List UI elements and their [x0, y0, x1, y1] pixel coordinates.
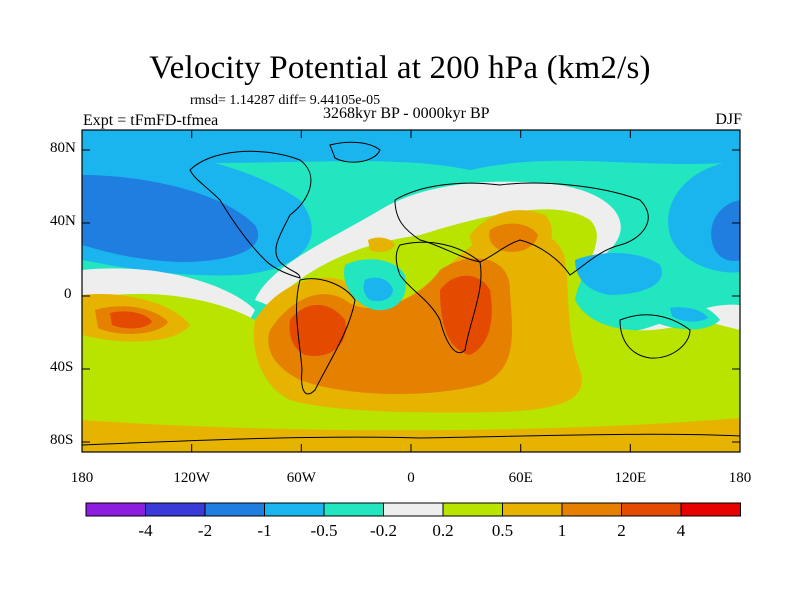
- x-tick-180w: 180: [70, 470, 94, 486]
- stats-label: rmsd= 1.14287 diff= 9.44105e-05: [190, 93, 381, 108]
- season-label: DJF: [715, 111, 742, 128]
- colorbar-tick-label: -4: [138, 521, 153, 540]
- colorbar-box-3: [264, 502, 325, 517]
- colorbar-box-0: [85, 502, 146, 517]
- antarctica-outline: [82, 433, 740, 446]
- north-atlantic-small-high: [368, 237, 395, 253]
- colorbar-tick-label: -1: [257, 521, 272, 540]
- colorbar-box-9: [621, 502, 682, 517]
- y-tick-40s: 40S: [50, 359, 74, 375]
- south-america-max: [289, 305, 346, 356]
- australia-low: [670, 307, 708, 322]
- colorbar: [85, 502, 741, 517]
- ne-pacific-low: [711, 200, 740, 261]
- y-tick-0: 0: [64, 286, 72, 302]
- colorbar-box-7: [502, 502, 563, 517]
- x-tick-120e: 120E: [614, 470, 647, 486]
- colorbar-box-1: [145, 502, 206, 517]
- y-tick-80n: 80N: [50, 140, 76, 156]
- axis-ticks: [82, 130, 740, 452]
- colorbar-box-8: [561, 502, 622, 517]
- atlantic-low: [363, 277, 393, 302]
- antarctic-band: [82, 418, 740, 452]
- period-label: 3268kyr BP - 0000kyr BP: [323, 105, 490, 122]
- x-tick-60e: 60E: [508, 470, 533, 486]
- colorbar-tick-label: 2: [617, 521, 626, 540]
- south-america-outline: [296, 278, 356, 395]
- colorbar-tick-label: 1: [557, 521, 567, 540]
- colorbar-box-10: [680, 502, 741, 517]
- x-tick-180e: 180: [728, 470, 752, 486]
- y-tick-80s: 80S: [50, 432, 74, 448]
- map-title: Velocity Potential at 200 hPa (km2/s): [149, 50, 651, 86]
- x-tick-120w: 120W: [173, 470, 211, 486]
- north-america-outline: [189, 150, 312, 279]
- colorbar-tick-label: -0.5: [310, 521, 338, 540]
- africa-outline: [395, 241, 482, 353]
- east-pacific-high-2: [110, 311, 152, 329]
- colorbar-box-5: [383, 502, 444, 517]
- maritime-low: [575, 253, 662, 295]
- colorbar-tick-label: 0.5: [491, 521, 514, 540]
- north-pacific-low: [82, 175, 259, 262]
- colorbar-tick-label: 0.2: [432, 521, 454, 540]
- colorbar-box-6: [442, 502, 503, 517]
- arctic-band: [82, 130, 740, 170]
- y-tick-40n: 40N: [50, 213, 76, 229]
- colorbar-tick-label: -2: [197, 521, 213, 540]
- colorbar-tick-label: 4: [676, 521, 686, 540]
- map-field: [82, 130, 740, 452]
- colorbar-box-4: [323, 502, 384, 517]
- coastlines: [82, 141, 740, 446]
- arabia-max: [489, 223, 538, 252]
- x-tick-0: 0: [407, 470, 415, 486]
- australia-outline: [619, 314, 691, 359]
- greenland-outline: [329, 141, 381, 163]
- x-tick-60w: 60W: [286, 470, 316, 486]
- eurasia-outline: [394, 182, 649, 276]
- colorbar-box-2: [204, 502, 265, 517]
- colorbar-tick-label: -0.2: [370, 521, 397, 540]
- experiment-label: Expt = tFmFD-tfmea: [83, 112, 219, 129]
